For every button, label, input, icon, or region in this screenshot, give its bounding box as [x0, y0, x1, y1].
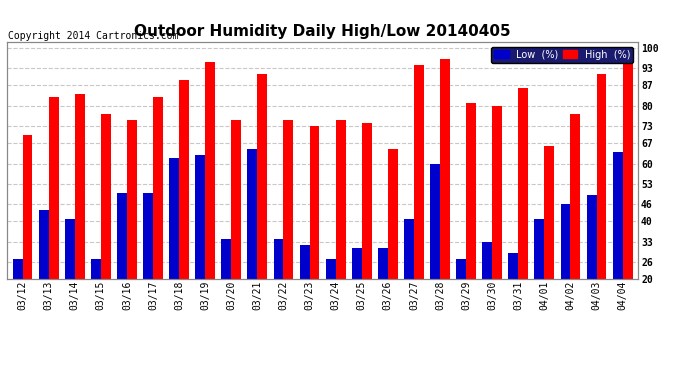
Bar: [153, 97, 163, 337]
Bar: [440, 59, 450, 337]
Bar: [362, 123, 372, 337]
Bar: [23, 135, 32, 337]
Bar: [326, 259, 335, 337]
Bar: [482, 242, 492, 337]
Bar: [257, 74, 267, 337]
Bar: [544, 146, 554, 337]
Bar: [571, 114, 580, 337]
Bar: [535, 219, 544, 337]
Bar: [195, 155, 205, 337]
Bar: [560, 204, 571, 337]
Bar: [101, 114, 110, 337]
Bar: [613, 152, 622, 337]
Bar: [622, 48, 633, 337]
Bar: [12, 259, 23, 337]
Bar: [378, 248, 388, 337]
Bar: [205, 62, 215, 337]
Bar: [91, 259, 101, 337]
Legend: Low  (%), High  (%): Low (%), High (%): [491, 47, 633, 63]
Bar: [597, 74, 607, 337]
Bar: [430, 164, 440, 337]
Bar: [509, 254, 518, 337]
Bar: [586, 195, 597, 337]
Bar: [143, 192, 153, 337]
Bar: [299, 244, 310, 337]
Bar: [310, 126, 319, 337]
Bar: [48, 97, 59, 337]
Title: Outdoor Humidity Daily High/Low 20140405: Outdoor Humidity Daily High/Low 20140405: [135, 24, 511, 39]
Bar: [466, 103, 476, 337]
Bar: [492, 106, 502, 337]
Bar: [518, 88, 528, 337]
Bar: [65, 219, 75, 337]
Bar: [169, 158, 179, 337]
Bar: [231, 120, 241, 337]
Bar: [284, 120, 293, 337]
Bar: [456, 259, 466, 337]
Bar: [404, 219, 414, 337]
Bar: [414, 65, 424, 337]
Bar: [273, 239, 284, 337]
Bar: [248, 149, 257, 337]
Bar: [352, 248, 362, 337]
Bar: [39, 210, 48, 337]
Bar: [75, 94, 85, 337]
Bar: [221, 239, 231, 337]
Bar: [335, 120, 346, 337]
Bar: [179, 80, 189, 337]
Bar: [388, 149, 397, 337]
Bar: [117, 192, 127, 337]
Bar: [127, 120, 137, 337]
Text: Copyright 2014 Cartronics.com: Copyright 2014 Cartronics.com: [8, 32, 179, 41]
